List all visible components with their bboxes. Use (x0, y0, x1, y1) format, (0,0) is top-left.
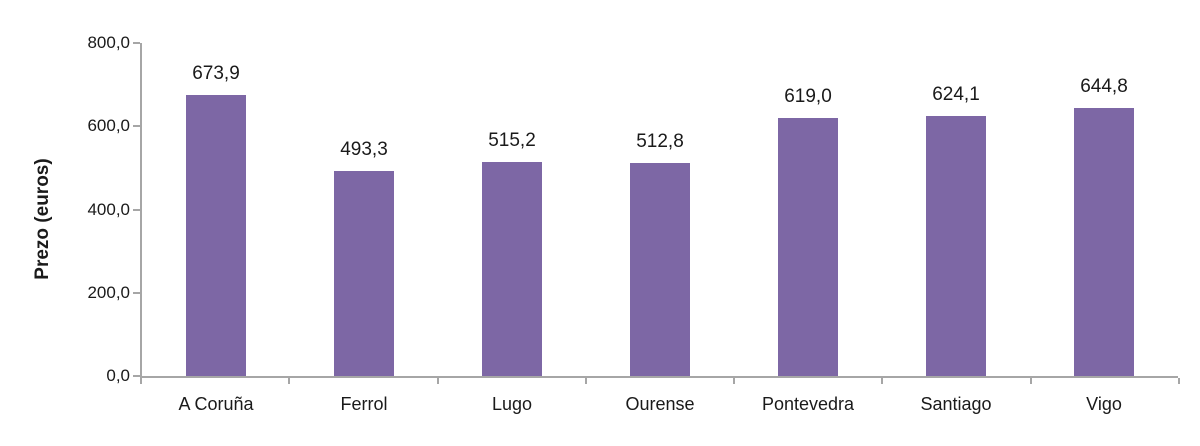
x-tick-mark (436, 378, 439, 384)
bar (630, 162, 690, 376)
bar (1074, 107, 1134, 376)
y-tick-mark (133, 208, 140, 211)
bar-value-label: 512,8 (636, 130, 684, 152)
x-tick-mark (584, 378, 587, 384)
bar-value-label: 644,8 (1080, 75, 1128, 97)
x-tick-mark (733, 378, 736, 384)
x-category-label: Ourense (625, 394, 695, 414)
y-tick-mark (133, 291, 140, 294)
x-tick-mark (1178, 378, 1180, 384)
bar-value-label: 619,0 (784, 86, 832, 108)
bar-value-label: 673,9 (192, 63, 240, 85)
x-tick-mark (140, 378, 142, 384)
bar-value-label: 624,1 (932, 84, 980, 106)
y-tick-label: 800,0 (87, 33, 130, 52)
y-tick-label: 200,0 (87, 282, 130, 302)
y-tick-mark (133, 42, 140, 44)
bar (778, 118, 838, 376)
y-tick-mark (133, 375, 140, 377)
y-tick-label: 0,0 (106, 366, 130, 385)
bar (482, 161, 542, 376)
x-tick-mark (288, 378, 291, 384)
y-tick-label: 400,0 (87, 199, 130, 219)
x-category-label: Ferrol (340, 394, 388, 414)
bar (186, 95, 246, 376)
bar-value-label: 493,3 (340, 138, 388, 160)
y-axis-line (140, 43, 142, 378)
x-tick-mark (1029, 378, 1032, 384)
x-tick-mark (881, 378, 884, 384)
x-category-label: Pontevedra (761, 394, 855, 414)
x-axis-line (140, 376, 1178, 378)
x-category-label: Santiago (920, 394, 992, 414)
x-category-label: Lugo (491, 394, 533, 414)
bar (926, 116, 986, 376)
bar-value-label: 515,2 (488, 129, 536, 151)
y-tick-mark (133, 125, 140, 128)
x-category-label: A Coruña (178, 394, 254, 414)
x-category-label: Vigo (1086, 394, 1122, 414)
bar (334, 170, 394, 376)
y-tick-label: 600,0 (87, 116, 130, 136)
